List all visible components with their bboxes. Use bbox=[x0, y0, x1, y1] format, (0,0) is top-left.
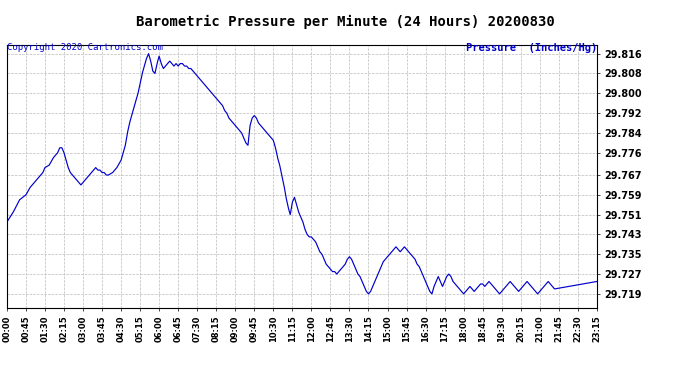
Text: Copyright 2020 Cartronics.com: Copyright 2020 Cartronics.com bbox=[7, 43, 163, 52]
Text: Barometric Pressure per Minute (24 Hours) 20200830: Barometric Pressure per Minute (24 Hours… bbox=[136, 15, 554, 29]
Text: Pressure  (Inches/Hg): Pressure (Inches/Hg) bbox=[466, 43, 597, 53]
